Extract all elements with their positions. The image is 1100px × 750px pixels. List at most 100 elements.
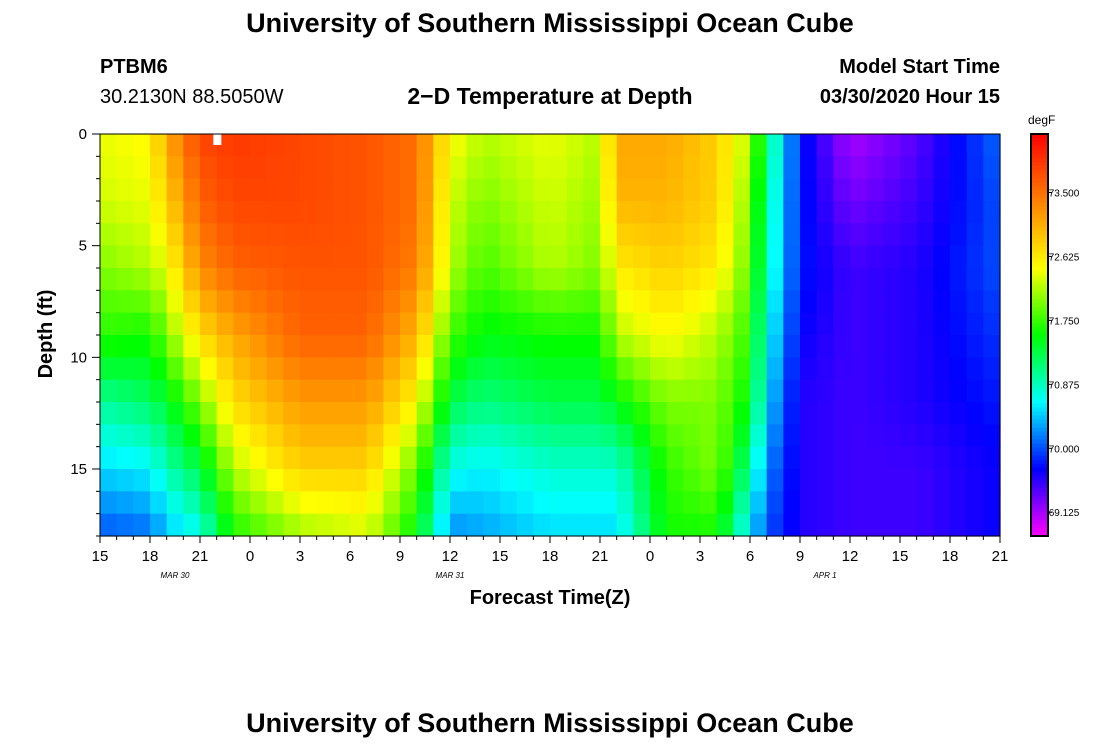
heatmap-cell [916,201,934,224]
heatmap-cell [850,402,868,425]
heatmap-cell [100,134,118,157]
heatmap-cell [583,178,601,202]
heatmap-cell [450,201,468,224]
heatmap-cell [683,156,701,180]
heatmap-cell [183,290,201,314]
x-tick-label: 21 [592,548,609,565]
heatmap-cell [700,312,718,336]
heatmap-cell [683,312,701,336]
heatmap-cell [883,379,901,403]
heatmap-cell [716,469,734,492]
colorbar-tick-label: 73.500 [1049,188,1080,199]
heatmap-cell [716,491,734,515]
heatmap-cell [583,491,601,515]
heatmap-cell [450,134,468,157]
heatmap-cell [466,357,484,381]
heatmap-cell [516,513,534,537]
heatmap-cell [100,156,118,180]
heatmap-cell [216,312,234,336]
heatmap-cell [183,201,201,224]
heatmap-cell [583,268,601,291]
x-tick-label: 21 [192,548,209,565]
heatmap-cell [250,268,268,291]
heatmap-cell [233,424,251,448]
colorbar-band [1031,226,1048,232]
heatmap-cell [166,245,184,269]
heatmap-cell [383,268,401,291]
heatmap-cell [150,245,168,269]
heatmap-cell [616,402,634,425]
heatmap-cell [183,223,201,247]
heatmap-cell [266,312,284,336]
heatmap-cell [350,446,368,470]
heatmap-cell [466,335,484,358]
heatmap-cell [250,312,268,336]
heatmap-cell [700,402,718,425]
heatmap-cell [100,290,118,314]
heatmap-cell [966,335,984,358]
heatmap-cell [400,357,418,381]
heatmap-cell [950,245,968,269]
heatmap-cell [966,424,984,448]
heatmap-cell [150,268,168,291]
heatmap-cell [100,513,118,537]
heatmap-cell [383,357,401,381]
heatmap-cell [683,223,701,247]
heatmap-cell [366,335,384,358]
heatmap-cell [800,402,818,425]
heatmap-cell [466,223,484,247]
heatmap-cell [400,178,418,202]
heatmap-cell [883,178,901,202]
heatmap-cell [283,223,301,247]
heatmap-cell [950,469,968,492]
colorbar-tick-label: 70.875 [1049,380,1080,391]
colorbar-band [1031,527,1048,533]
heatmap-cell [950,357,968,381]
heatmap-cell [133,469,151,492]
heatmap-cell [366,245,384,269]
data-marker [213,134,222,145]
heatmap-cell [166,446,184,470]
colorbar-band [1031,258,1048,264]
heatmap-cell [166,268,184,291]
heatmap-cell [666,178,684,202]
heatmap-cell [750,178,768,202]
heatmap-cell [133,290,151,314]
heatmap-cell [800,335,818,358]
heatmap-cell [600,201,618,224]
heatmap-cell [666,469,684,492]
heatmap-cell [250,469,268,492]
heatmap-cell [983,312,1001,336]
heatmap-cell [733,156,751,180]
heatmap-cell [466,402,484,425]
heatmap-cell [333,491,351,515]
x-tick-label: 15 [492,548,509,565]
heatmap-cell [466,178,484,202]
colorbar-band [1031,242,1048,248]
heatmap-cell [866,134,884,157]
colorbar-band [1031,491,1048,497]
heatmap-cell [633,402,651,425]
heatmap-cell [350,223,368,247]
heatmap-cell [483,268,501,291]
heatmap-cell [816,245,834,269]
heatmap-cell [900,469,918,492]
heatmap-cell [933,446,951,470]
colorbar-band [1031,363,1048,368]
colorbar-band [1031,278,1048,284]
heatmap-cell [600,312,618,336]
heatmap-cell [500,312,518,336]
heatmap-cell [350,513,368,537]
colorbar [1030,133,1049,537]
heatmap-cell [550,268,568,291]
heatmap-cell [250,201,268,224]
heatmap-cell [400,223,418,247]
heatmap-cell [966,402,984,425]
heatmap-cell [633,201,651,224]
heatmap-cell [866,491,884,515]
heatmap-cell [583,379,601,403]
heatmap-cell [116,335,134,358]
colorbar-band [1031,427,1048,433]
heatmap-cell [216,379,234,403]
heatmap-cell [683,379,701,403]
